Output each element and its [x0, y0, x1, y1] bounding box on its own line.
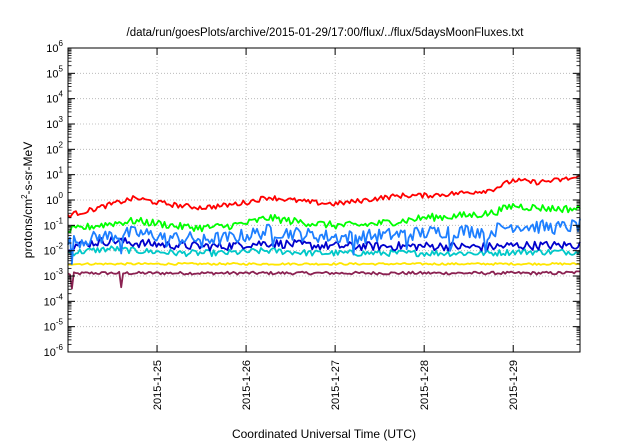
y-axis-label: protons/cm2-s-sr-MeV	[20, 142, 35, 258]
y-tick-label-base: 10	[44, 271, 56, 283]
y-tick-label-base: 10	[46, 94, 58, 106]
y-tick-label-exponent: 4	[59, 90, 64, 99]
series-line	[67, 261, 581, 266]
y-tick-labels: 10-610-510-410-310-210-11001011021031041…	[44, 39, 64, 359]
series-line	[67, 218, 581, 265]
y-tick-label-exponent: -5	[56, 318, 64, 327]
y-tick-label-base: 10	[44, 322, 56, 334]
chart-title: /data/run/goesPlots/archive/2015-01-29/1…	[127, 27, 525, 39]
series-line	[67, 270, 581, 290]
y-tick-label-exponent: -2	[56, 242, 64, 251]
y-tick-label-exponent: -3	[56, 267, 64, 276]
y-tick-label: 105	[46, 64, 63, 80]
y-tick-label: 10-5	[44, 318, 64, 334]
y-tick-label: 10-2	[44, 242, 64, 258]
y-tick-label-base: 10	[46, 195, 58, 207]
y-tick-label-exponent: 6	[59, 39, 64, 48]
x-tick-labels: 2015-1-25 2015-1-26 2015-1-27 2015-1-28 2015…	[152, 360, 520, 410]
y-tick-label-base: 10	[44, 347, 56, 359]
y-tick-label-exponent: 0	[59, 191, 64, 200]
y-tick-label: 102	[46, 140, 63, 156]
y-tick-label-base: 10	[46, 144, 58, 156]
y-tick-label-exponent: 2	[59, 140, 64, 149]
x-tick-label: 2015-1-25	[152, 360, 164, 410]
y-tick-label: 10-4	[44, 292, 64, 308]
y-tick-label-base: 10	[46, 119, 58, 131]
y-tick-label-base: 10	[46, 43, 58, 55]
y-tick-label: 10-1	[44, 216, 64, 232]
grid	[68, 48, 580, 352]
series-line	[67, 202, 581, 234]
y-tick-label: 106	[46, 39, 63, 55]
y-tick-label-base: 10	[44, 296, 56, 308]
ticks	[68, 47, 580, 353]
y-tick-label-base: 10	[46, 68, 58, 80]
y-tick-label: 10-3	[44, 267, 64, 283]
x-axis-label: Coordinated Universal Time (UTC)	[232, 427, 416, 441]
series-line	[67, 174, 581, 219]
y-axis-label-prefix: protons/cm	[21, 199, 35, 258]
series-line	[67, 236, 581, 252]
y-tick-label: 10-6	[44, 343, 64, 359]
y-tick-label: 103	[46, 115, 63, 131]
y-tick-label-exponent: 3	[59, 115, 64, 124]
series-layer	[67, 174, 581, 290]
y-tick-label-exponent: 1	[59, 166, 64, 175]
x-tick-label: 2015-1-29	[508, 360, 520, 410]
series-line	[67, 245, 581, 258]
y-tick-label-base: 10	[46, 170, 58, 182]
x-tick-label: 2015-1-26	[241, 360, 253, 410]
y-tick-label: 104	[46, 90, 63, 106]
x-tick-label: 2015-1-28	[419, 360, 431, 410]
y-tick-label: 101	[46, 166, 63, 182]
y-axis-label-sup: 2	[20, 194, 29, 199]
y-tick-label-exponent: -1	[56, 216, 64, 225]
y-tick-label-exponent: -4	[56, 292, 64, 301]
y-tick-label-base: 10	[44, 220, 56, 232]
y-tick-label-exponent: -6	[56, 343, 64, 352]
y-axis-label-suffix: -s-sr-MeV	[21, 142, 35, 195]
y-tick-label: 100	[46, 191, 63, 207]
y-tick-label-exponent: 5	[59, 64, 64, 73]
y-tick-label-base: 10	[44, 246, 56, 258]
x-tick-label: 2015-1-27	[330, 360, 342, 410]
